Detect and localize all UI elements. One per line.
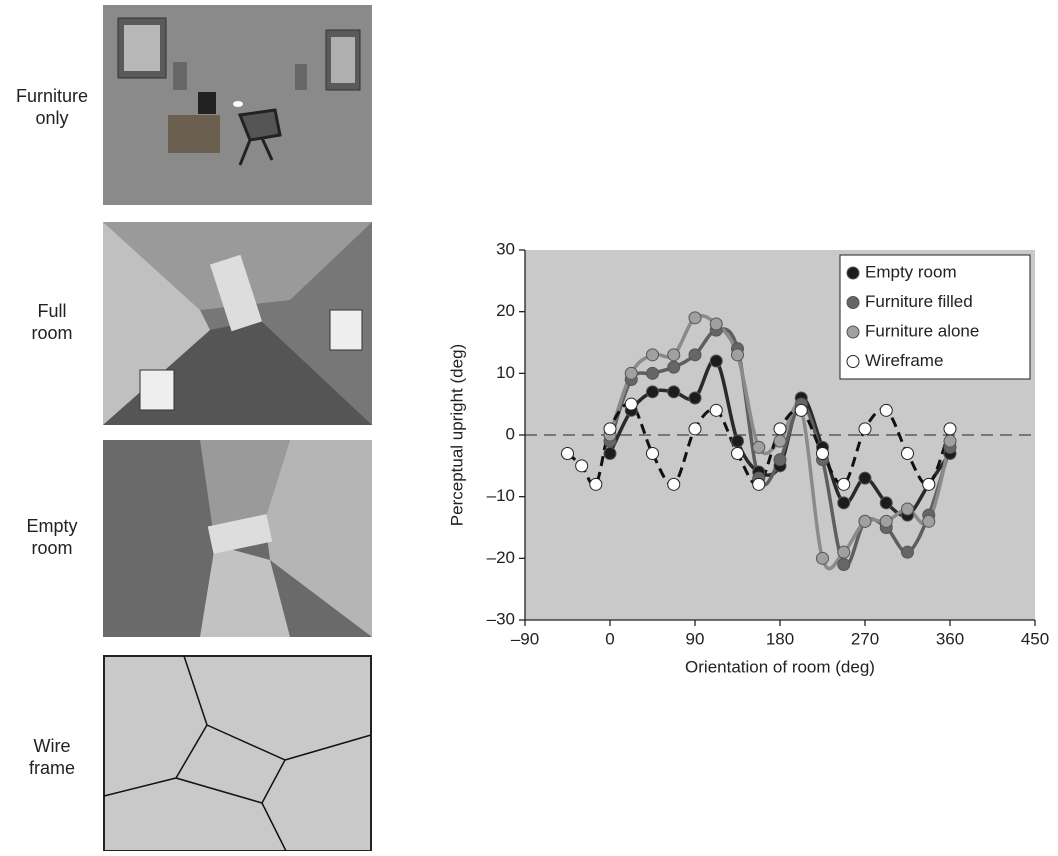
data-point bbox=[795, 404, 807, 416]
data-point bbox=[576, 460, 588, 472]
y-tick-label: 20 bbox=[496, 301, 515, 320]
data-point bbox=[689, 392, 701, 404]
page: {"panels": [ {"label": ["Furniture", "on… bbox=[0, 0, 1058, 851]
data-point bbox=[902, 448, 914, 460]
data-point bbox=[604, 448, 616, 460]
data-point bbox=[604, 423, 616, 435]
data-point bbox=[668, 349, 680, 361]
data-point bbox=[880, 515, 892, 527]
data-point bbox=[710, 318, 722, 330]
legend-marker bbox=[847, 267, 859, 279]
data-point bbox=[838, 559, 850, 571]
legend-label: Furniture alone bbox=[865, 321, 979, 340]
data-point bbox=[668, 478, 680, 490]
panel-label: Wire bbox=[34, 736, 71, 756]
y-tick-label: –20 bbox=[487, 548, 515, 567]
light bbox=[233, 101, 243, 107]
y-tick-label: 30 bbox=[496, 239, 515, 258]
data-point bbox=[944, 423, 956, 435]
empty-room-image bbox=[103, 440, 372, 637]
legend-label: Empty room bbox=[865, 262, 957, 281]
x-tick-label: 270 bbox=[851, 629, 879, 648]
legend-marker bbox=[847, 297, 859, 309]
y-tick-label: 10 bbox=[496, 363, 515, 382]
data-point bbox=[590, 478, 602, 490]
picture bbox=[331, 37, 355, 83]
data-point bbox=[838, 497, 850, 509]
data-point bbox=[838, 478, 850, 490]
data-point bbox=[902, 503, 914, 515]
data-point bbox=[732, 435, 744, 447]
x-tick-label: 90 bbox=[686, 629, 705, 648]
data-point bbox=[902, 546, 914, 558]
data-point bbox=[774, 454, 786, 466]
data-point bbox=[753, 478, 765, 490]
data-point bbox=[732, 448, 744, 460]
data-point bbox=[774, 435, 786, 447]
data-point bbox=[689, 423, 701, 435]
picture bbox=[330, 310, 362, 350]
data-point bbox=[689, 312, 701, 324]
data-point bbox=[625, 398, 637, 410]
legend-marker bbox=[847, 356, 859, 368]
x-axis-title: Orientation of room (deg) bbox=[685, 657, 875, 676]
data-point bbox=[647, 386, 659, 398]
y-tick-label: –10 bbox=[487, 486, 515, 505]
data-point bbox=[923, 515, 935, 527]
y-axis-title: Perceptual upright (deg) bbox=[447, 344, 466, 526]
picture bbox=[124, 25, 160, 71]
panel-label: room bbox=[31, 538, 72, 558]
picture-frame bbox=[173, 62, 187, 90]
panel-label: Empty bbox=[26, 516, 77, 536]
data-point bbox=[880, 404, 892, 416]
x-tick-label: 360 bbox=[936, 629, 964, 648]
data-point bbox=[859, 423, 871, 435]
monitor bbox=[198, 92, 216, 114]
legend-marker bbox=[847, 326, 859, 338]
wireframe-image bbox=[104, 656, 371, 851]
data-point bbox=[774, 423, 786, 435]
data-point bbox=[732, 349, 744, 361]
desk bbox=[168, 115, 220, 153]
panel-label: only bbox=[35, 108, 68, 128]
picture bbox=[140, 370, 174, 410]
panel-label: room bbox=[31, 323, 72, 343]
data-point bbox=[562, 448, 574, 460]
data-point bbox=[880, 497, 892, 509]
data-point bbox=[944, 435, 956, 447]
data-point bbox=[859, 472, 871, 484]
data-point bbox=[668, 361, 680, 373]
x-tick-label: –90 bbox=[511, 629, 539, 648]
data-point bbox=[647, 349, 659, 361]
legend-label: Wireframe bbox=[865, 351, 943, 370]
x-tick-label: 180 bbox=[766, 629, 794, 648]
data-point bbox=[668, 386, 680, 398]
full-room-image bbox=[103, 222, 372, 425]
figure: FurnitureonlyFullroomEmptyroomWireframe–… bbox=[0, 0, 1058, 851]
panel-label: Furniture bbox=[16, 86, 88, 106]
data-point bbox=[647, 448, 659, 460]
furniture-only-image bbox=[103, 5, 372, 205]
data-point bbox=[817, 448, 829, 460]
data-point bbox=[647, 367, 659, 379]
image-bg bbox=[104, 656, 371, 851]
y-tick-label: –30 bbox=[487, 609, 515, 628]
x-tick-label: 450 bbox=[1021, 629, 1049, 648]
data-point bbox=[753, 441, 765, 453]
panel-label: frame bbox=[29, 758, 75, 778]
data-point bbox=[923, 478, 935, 490]
data-point bbox=[625, 367, 637, 379]
data-point bbox=[817, 552, 829, 564]
data-point bbox=[710, 355, 722, 367]
x-tick-label: 0 bbox=[605, 629, 614, 648]
legend-label: Furniture filled bbox=[865, 292, 973, 311]
data-point bbox=[689, 349, 701, 361]
data-point bbox=[710, 404, 722, 416]
picture-frame bbox=[295, 64, 307, 90]
y-tick-label: 0 bbox=[506, 424, 515, 443]
panel-label: Full bbox=[37, 301, 66, 321]
data-point bbox=[838, 546, 850, 558]
data-point bbox=[859, 515, 871, 527]
